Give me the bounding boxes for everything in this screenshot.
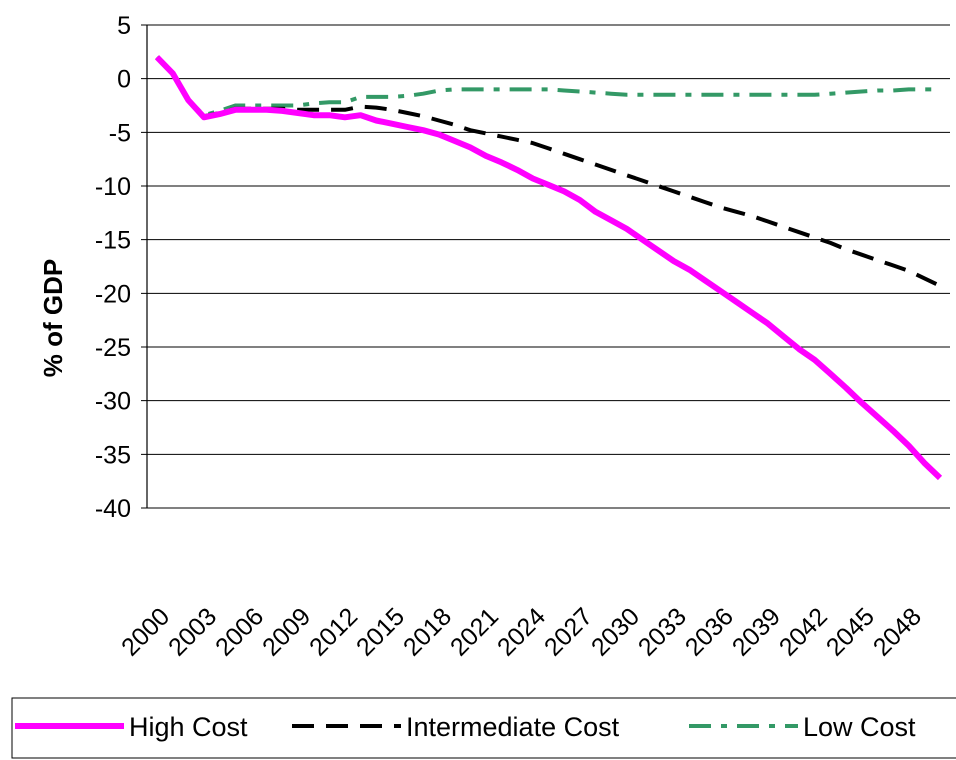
x-tick-label: 2027 <box>539 602 598 661</box>
legend-label: High Cost <box>129 712 248 742</box>
y-tick-label: -30 <box>95 388 131 416</box>
y-tick-label: -5 <box>109 119 131 147</box>
y-tick-labels: 5 0 -5 -10 -15 -20 -25 -30 -35 -40 <box>95 12 131 523</box>
y-tick-label: -40 <box>95 495 131 523</box>
x-tick-label: 2012 <box>304 602 363 661</box>
x-tick-label: 2042 <box>774 602 833 661</box>
x-tick-label: 2003 <box>163 602 222 661</box>
legend-box <box>11 697 956 759</box>
series-line-intermediate-cost <box>155 55 941 288</box>
series-line-low-cost <box>155 55 940 118</box>
y-tick-label: -10 <box>95 173 131 201</box>
x-tick-label: 2006 <box>210 602 269 661</box>
legend-label: Intermediate Cost <box>406 712 620 742</box>
legend-label: Low Cost <box>803 712 916 742</box>
y-tick-label: 5 <box>117 12 131 40</box>
y-tick-label: -20 <box>95 280 131 308</box>
x-tick-label: 2039 <box>727 602 786 661</box>
gridlines <box>141 24 950 509</box>
x-tick-label: 2018 <box>398 602 457 661</box>
series-line-high-cost <box>154 55 943 481</box>
x-tick-label: 2033 <box>633 602 692 661</box>
x-tick-label: 2036 <box>680 602 739 661</box>
x-tick-label: 2015 <box>351 602 410 661</box>
legend: High Cost Intermediate Cost Low Cost <box>11 697 956 759</box>
series-lines <box>154 55 943 481</box>
y-tick-label: 0 <box>117 66 131 94</box>
y-tick-label: -25 <box>95 334 131 362</box>
y-tick-label: -15 <box>95 227 131 255</box>
y-tick-label: -35 <box>95 441 131 469</box>
x-tick-label: 2048 <box>868 602 927 661</box>
x-tick-label: 2009 <box>257 602 316 661</box>
x-tick-labels: 2000200320062009201220152018202120242027… <box>116 602 927 661</box>
x-tick-label: 2045 <box>821 602 880 661</box>
x-tick-label: 2000 <box>116 602 175 661</box>
x-tick-label: 2021 <box>445 602 504 661</box>
x-tick-label: 2030 <box>586 602 645 661</box>
x-tick-label: 2024 <box>492 602 551 661</box>
legend-items: High Cost Intermediate Cost Low Cost <box>15 712 916 742</box>
y-axis-label: % of GDP <box>38 259 68 377</box>
